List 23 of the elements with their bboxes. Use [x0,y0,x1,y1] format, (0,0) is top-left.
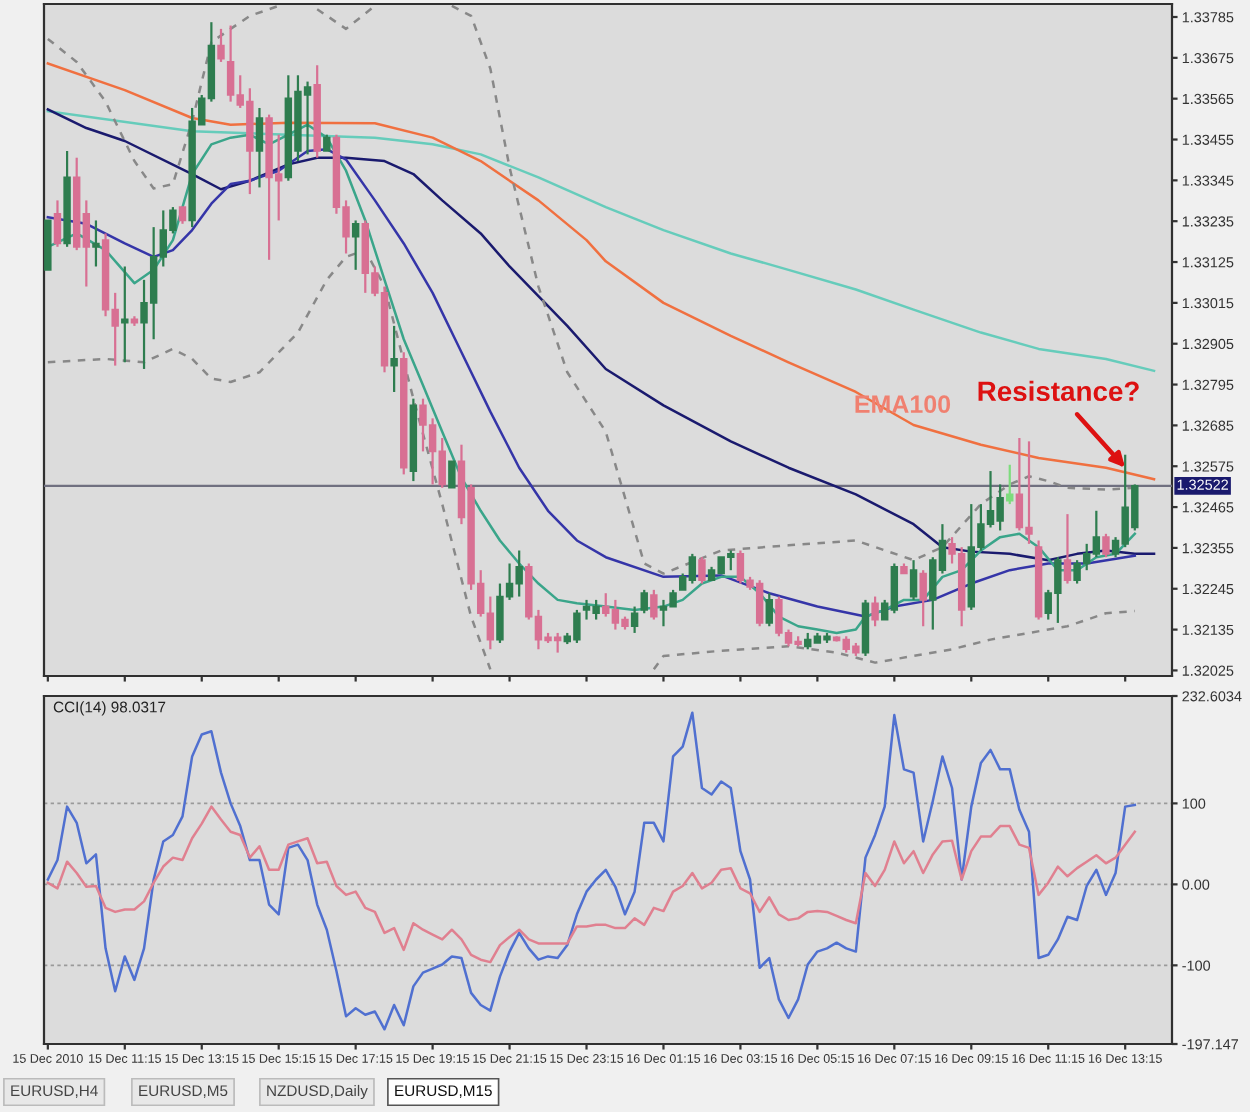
candlestick [351,219,360,271]
candlestick [919,569,927,628]
line-series [46,805,1137,964]
candlestick [909,559,918,601]
line-series [46,62,1156,481]
annotation: Resistance? [978,380,1139,402]
candlestick [390,324,398,394]
candlestick [53,199,62,248]
candlestick [765,592,774,628]
candlestick [1063,513,1072,585]
line-series [46,110,1156,373]
candlestick [698,556,706,585]
candlestick [217,27,225,64]
candlestick [255,106,264,189]
candlestick [871,595,879,628]
candlestick [121,265,129,364]
candlestick [630,605,639,635]
candlestick [92,219,100,268]
candlestick [1006,463,1014,506]
candlestick [640,588,648,615]
candlestick [448,460,456,489]
candlestick [1102,532,1110,559]
candlestick [650,588,658,621]
